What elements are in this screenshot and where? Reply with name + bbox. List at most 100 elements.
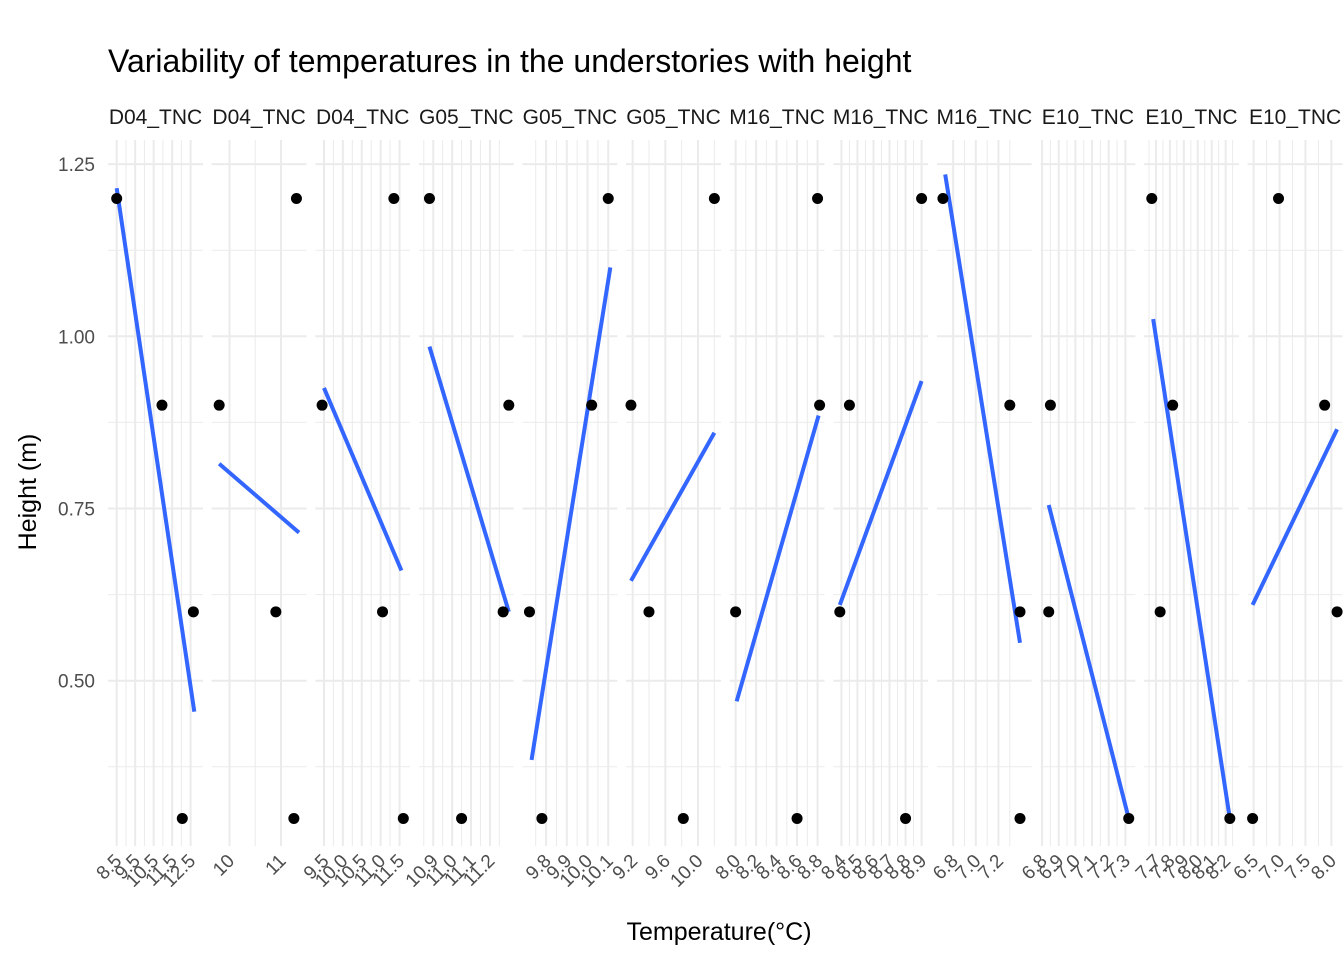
data-point	[111, 193, 123, 205]
data-point	[1273, 193, 1285, 205]
facet-strip-label: G05_TNC	[626, 106, 721, 129]
data-point	[388, 193, 400, 205]
data-point	[625, 399, 637, 411]
x-tick-label: 8.0	[1307, 851, 1341, 885]
data-point	[586, 399, 598, 411]
data-point	[1167, 399, 1179, 411]
data-point	[1123, 812, 1135, 824]
y-tick-label: 0.50	[58, 672, 95, 693]
data-point	[503, 399, 515, 411]
data-point	[730, 606, 742, 618]
facet-strip-label: G05_TNC	[419, 106, 514, 129]
panel-grid	[108, 140, 203, 846]
fit-line	[837, 380, 924, 606]
x-tick-label: 10	[209, 851, 239, 881]
y-tick-label: 1.00	[58, 327, 95, 348]
fit-line	[322, 387, 404, 572]
fit-line	[427, 346, 511, 613]
panel-grid	[1040, 140, 1136, 846]
data-point	[156, 399, 168, 411]
facet-strip-label: G05_TNC	[523, 106, 618, 129]
data-point	[1146, 193, 1158, 205]
fit-line	[114, 187, 197, 712]
data-point	[270, 606, 282, 618]
data-point	[814, 399, 826, 411]
data-point	[497, 606, 509, 618]
panel-grid	[315, 140, 411, 846]
data-point	[397, 812, 409, 824]
x-tick-label: 7.2	[974, 851, 1008, 885]
data-point	[843, 399, 855, 411]
data-point	[377, 606, 389, 618]
panel-grid	[418, 140, 514, 846]
panel-grid	[729, 140, 825, 846]
panel-grid	[211, 140, 307, 846]
data-point	[900, 812, 912, 824]
fit-line	[217, 462, 301, 535]
data-point	[1224, 812, 1236, 824]
data-point	[523, 606, 535, 618]
data-point	[316, 399, 328, 411]
x-tick-label: 11	[262, 851, 291, 880]
data-point	[677, 812, 689, 824]
fit-line	[629, 431, 717, 582]
x-tick-label: 9.2	[609, 851, 643, 885]
facet-strip-label: E10_TNC	[1042, 106, 1134, 129]
fit-line	[1046, 504, 1131, 819]
panel-grid	[1144, 140, 1239, 846]
y-axis: 0.50 0.75 1.00 1.25	[58, 155, 95, 693]
data-point	[456, 812, 468, 824]
fit-line	[1151, 318, 1232, 819]
data-point	[1014, 606, 1026, 618]
panel-grid	[626, 140, 721, 846]
data-point	[187, 606, 199, 618]
panel-grid	[522, 140, 618, 846]
data-point	[708, 193, 720, 205]
data-point	[1044, 399, 1056, 411]
data-point	[1004, 399, 1016, 411]
data-point	[213, 399, 225, 411]
data-point	[290, 193, 302, 205]
fit-line	[1250, 428, 1339, 606]
data-point	[176, 812, 188, 824]
fit-line	[529, 267, 613, 761]
facet-strip-label: M16_TNC	[729, 106, 825, 129]
data-point	[602, 193, 614, 205]
data-point	[791, 812, 803, 824]
facet-strip-label: D04_TNC	[109, 106, 202, 129]
facet-strip-label: E10_TNC	[1145, 106, 1237, 129]
y-tick-label: 1.25	[58, 155, 95, 176]
chart-title: Variability of temperatures in the under…	[108, 43, 911, 79]
data-point	[1247, 812, 1259, 824]
data-point	[1154, 606, 1166, 618]
data-point	[1014, 812, 1026, 824]
data-point	[1043, 606, 1055, 618]
panel-grid	[936, 140, 1032, 846]
data-point	[643, 606, 655, 618]
facet-strip-label: E10_TNC	[1249, 106, 1341, 129]
data-point	[288, 812, 300, 824]
fit-line	[943, 174, 1022, 644]
data-point	[423, 193, 435, 205]
facet-strip-label: D04_TNC	[212, 106, 305, 129]
panel-grid	[1247, 140, 1343, 846]
y-tick-label: 0.75	[58, 499, 95, 520]
fit-line	[734, 414, 821, 702]
data-point	[834, 606, 846, 618]
x-tick-label: 10.0	[667, 851, 708, 892]
data-point	[916, 193, 928, 205]
data-point	[937, 193, 949, 205]
